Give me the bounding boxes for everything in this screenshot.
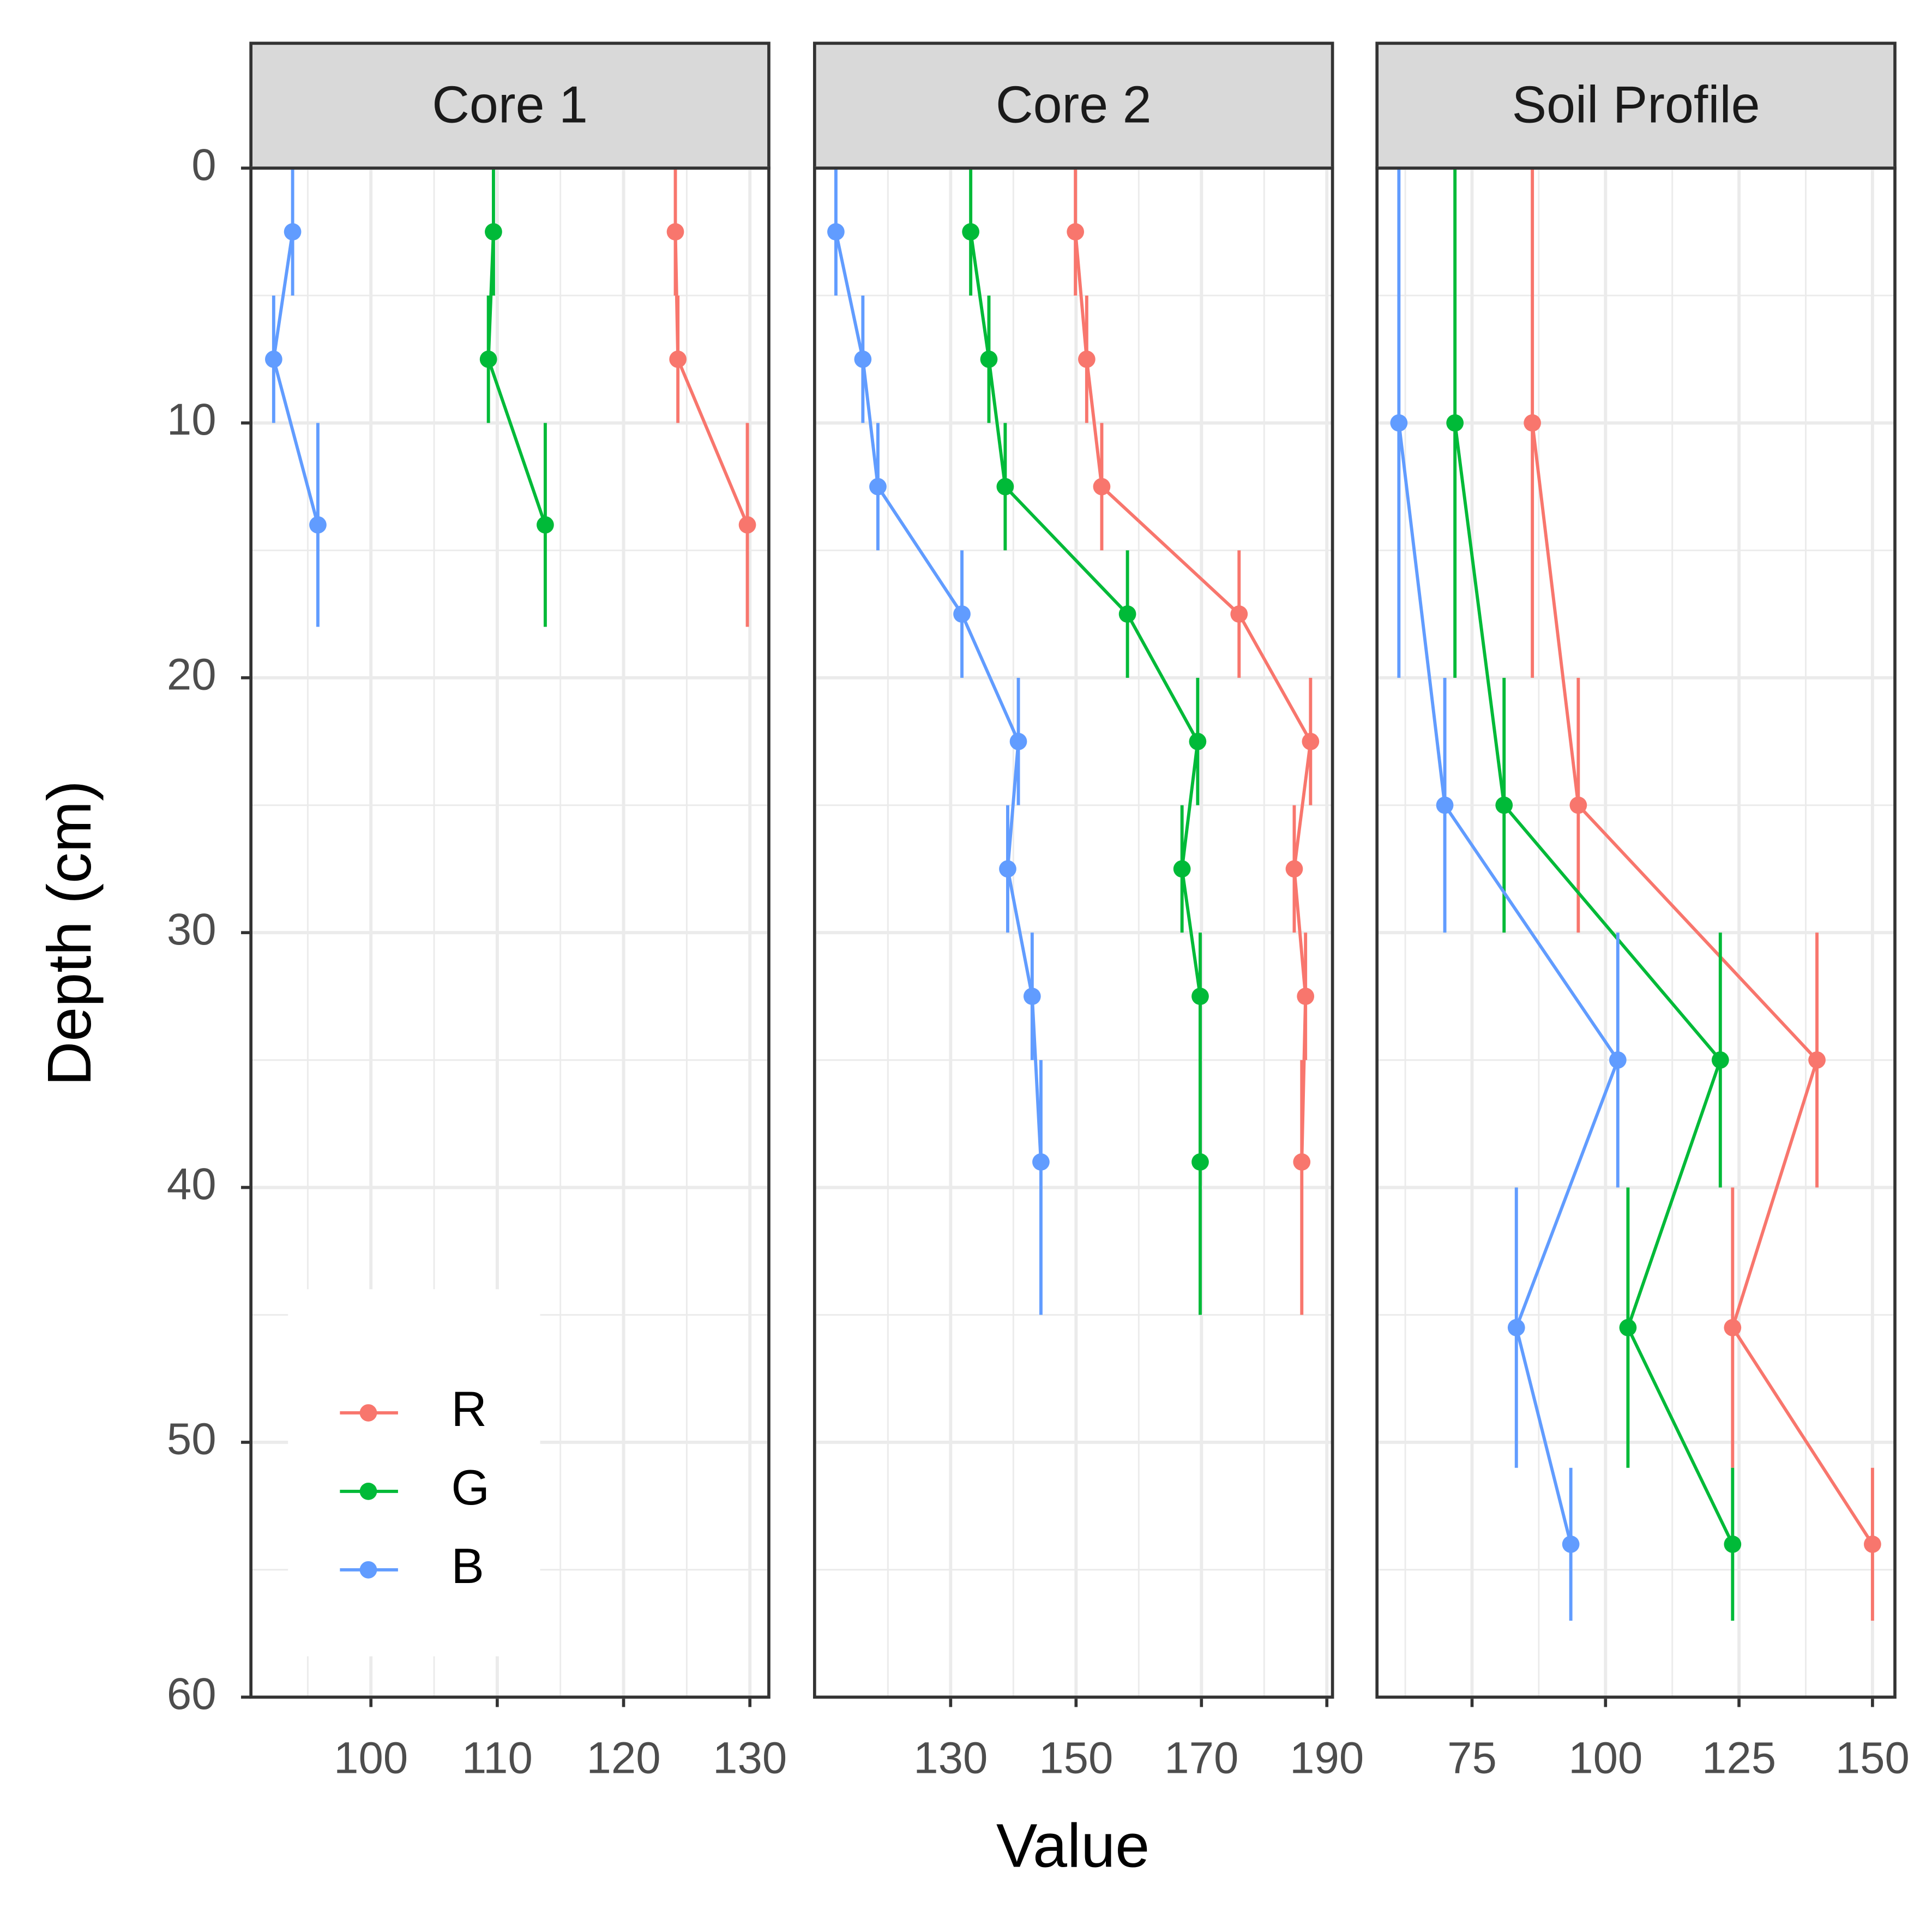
point [1390, 414, 1408, 432]
point [953, 605, 971, 623]
point [485, 223, 502, 240]
point [1191, 1153, 1209, 1171]
y-tick-label: 20 [167, 650, 216, 700]
legend-box [288, 1289, 540, 1657]
point [1569, 796, 1587, 814]
point [1724, 1319, 1742, 1337]
point [309, 516, 327, 534]
x-tick-label: 130 [913, 1734, 988, 1783]
x-tick-label: 120 [586, 1734, 660, 1783]
point [980, 350, 998, 368]
point [1507, 1319, 1525, 1337]
point [1297, 988, 1315, 1005]
panel-border [249, 166, 771, 1699]
x-tick-label: 110 [462, 1734, 533, 1783]
facet-title: Core 1 [432, 76, 588, 134]
point [1808, 1051, 1826, 1069]
y-tick-label: 0 [191, 140, 216, 190]
point [1711, 1051, 1729, 1069]
x-tick-label: 190 [1290, 1734, 1364, 1783]
facet-strip [812, 41, 1334, 170]
point [1078, 350, 1096, 368]
y-tick-label: 30 [167, 905, 216, 954]
point [1864, 1536, 1881, 1553]
point [666, 223, 684, 240]
x-tick-label: 150 [1039, 1734, 1113, 1783]
x-tick-label: 130 [713, 1734, 787, 1783]
point [854, 350, 872, 368]
point [738, 516, 756, 534]
point [1609, 1051, 1627, 1069]
legend-key-point [359, 1404, 377, 1422]
point [284, 223, 302, 240]
x-axis-title: Value [996, 1811, 1149, 1880]
legend-label: G [451, 1460, 490, 1515]
legend-key-point [359, 1561, 377, 1579]
point [537, 516, 554, 534]
facet-strip [249, 41, 771, 170]
panel-border [1375, 166, 1897, 1699]
point [999, 860, 1016, 878]
point [1524, 414, 1542, 432]
point [827, 223, 845, 240]
legend-key-point [359, 1483, 377, 1500]
point [1230, 605, 1248, 623]
legend-label: B [451, 1539, 484, 1594]
point [1189, 732, 1207, 750]
point [1285, 860, 1303, 878]
legend-label: R [451, 1382, 486, 1437]
x-tick-label: 75 [1447, 1734, 1497, 1783]
point [996, 478, 1014, 496]
y-axis-title: Depth (cm) [35, 780, 104, 1086]
point [1446, 414, 1464, 432]
point [1009, 732, 1027, 750]
point [1023, 988, 1041, 1005]
series-line [969, 231, 1202, 1162]
point [962, 223, 980, 240]
point [1436, 796, 1454, 814]
x-tick-label: 100 [334, 1734, 408, 1783]
point [1093, 478, 1111, 496]
point [869, 478, 887, 496]
point [1173, 860, 1191, 878]
point [1724, 1536, 1742, 1553]
point [1619, 1319, 1637, 1337]
x-tick-label: 100 [1568, 1734, 1642, 1783]
point [264, 350, 282, 368]
point [669, 350, 687, 368]
point [1302, 732, 1320, 750]
series-line [1074, 231, 1313, 1162]
point [1067, 223, 1085, 240]
facet-title: Core 2 [996, 76, 1152, 134]
x-tick-label: 150 [1835, 1734, 1910, 1783]
series-line [834, 231, 1043, 1163]
y-tick-label: 10 [167, 395, 216, 444]
y-tick-label: 50 [167, 1415, 216, 1464]
point [1562, 1536, 1580, 1553]
y-tick-label: 60 [167, 1669, 216, 1719]
facet-strip [1375, 41, 1897, 170]
point [1293, 1153, 1311, 1171]
x-tick-label: 125 [1702, 1734, 1776, 1783]
point [1191, 988, 1209, 1005]
y-tick-label: 40 [167, 1159, 216, 1209]
point [1118, 605, 1136, 623]
point [1495, 796, 1513, 814]
facet-title: Soil Profile [1512, 76, 1760, 134]
point [479, 350, 497, 368]
panel-border [812, 166, 1334, 1699]
point [1032, 1153, 1050, 1171]
x-tick-label: 170 [1164, 1734, 1238, 1783]
